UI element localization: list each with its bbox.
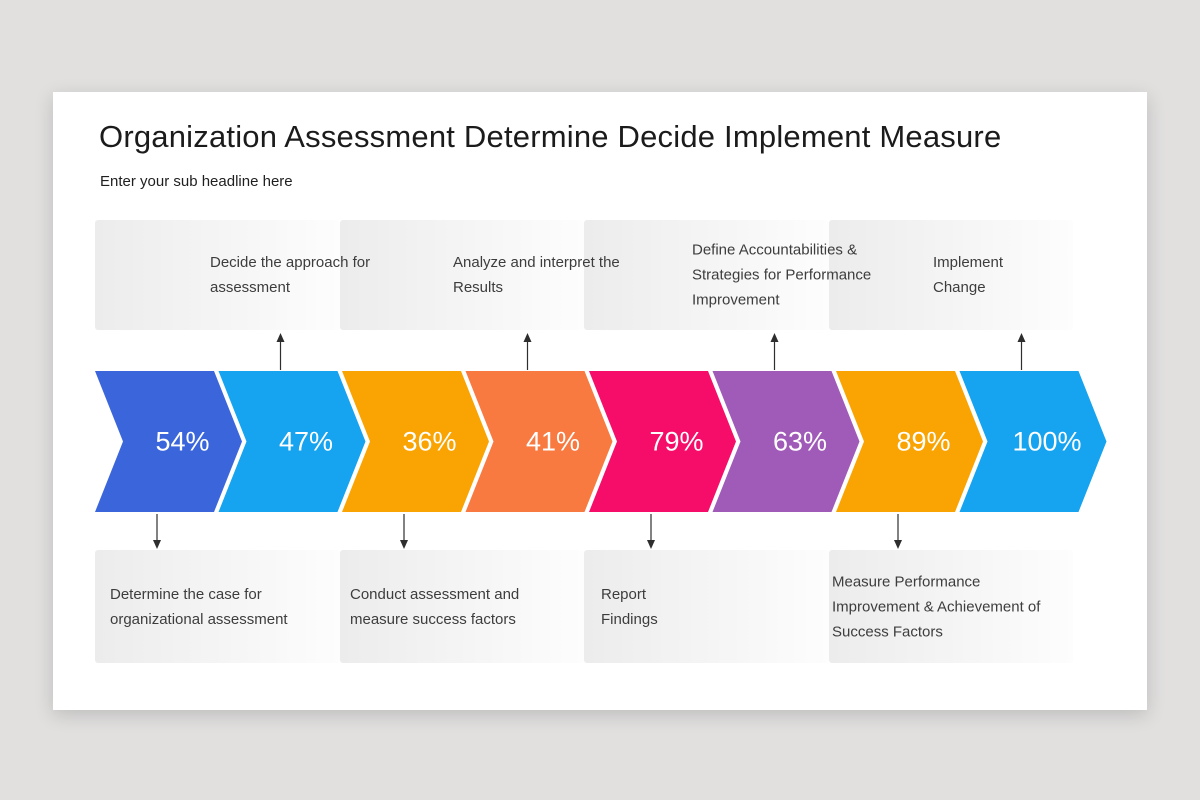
bottom-note-line: measure success factors: [350, 610, 516, 628]
bottom-notes-layer: Determine the case for organizational ass…: [95, 550, 1073, 663]
bottom-note-line: Report: [601, 585, 647, 603]
chevron-percent-label: 47%: [279, 427, 333, 457]
chevron-percent-label: 79%: [649, 427, 703, 457]
connector-arrow-down-head: [153, 540, 161, 549]
top-note-line: Strategies for Performance: [692, 266, 872, 284]
bottom-note-line: Conduct assessment and: [350, 585, 520, 603]
bottom-note-line: Measure Performance: [832, 573, 981, 590]
top-note-4: Implement Change: [933, 250, 1003, 300]
top-note-2: Analyze and interpret the Results: [453, 250, 620, 300]
chevron-percent-label: 54%: [155, 427, 209, 457]
slide-card: Organization Assessment Determine Decide…: [53, 92, 1147, 710]
connector-arrow-up-head: [770, 333, 779, 342]
chevron-step-7: [836, 371, 983, 512]
connector-arrow-up-head: [276, 333, 285, 342]
bottom-note-line: organizational assessment: [110, 610, 288, 628]
bottom-note-4: Measure Performance Improvement & Achieve…: [832, 569, 1040, 644]
chevron-percent-label: 100%: [1012, 427, 1081, 457]
top-note-line: assessment: [210, 279, 291, 296]
chevron-percent-label: 41%: [526, 427, 580, 457]
top-note-line: Analyze and interpret the: [453, 254, 620, 271]
bottom-note-2: Conduct assessment and measure success fa…: [350, 582, 519, 632]
process-chevron-diagram: 54% 47% 36% 41% 79% 63% 89% 100%: [95, 333, 1107, 549]
top-note-box: [339, 220, 584, 330]
bottom-note-box: [828, 550, 1073, 663]
bottom-notes-band: [95, 550, 1073, 663]
bottom-note-line: Improvement & Achievement of: [832, 598, 1041, 615]
bottom-note-box: [339, 550, 584, 663]
top-note-line: Change: [933, 279, 986, 296]
top-note-box: [828, 220, 1073, 330]
bottom-note-box: [584, 550, 829, 663]
connector-arrow-up-head: [1017, 333, 1026, 342]
slide-title: Organization Assessment Determine Decide…: [99, 119, 1002, 154]
bottom-note-1: Determine the case for organizational ass…: [110, 582, 288, 632]
bottom-note-line: Determine the case for: [110, 585, 262, 603]
slide-subtitle: Enter your sub headline here: [100, 173, 293, 190]
top-notes-band: [95, 220, 1073, 330]
top-note-line: Results: [453, 279, 504, 296]
top-note-1: Decide the approach for assessment: [210, 250, 370, 300]
chevron-step-5: [589, 371, 736, 512]
chevron-step-6: [712, 371, 860, 512]
chevron-step-8: [959, 371, 1107, 512]
top-note-box: [584, 220, 829, 330]
bottom-note-box: [95, 550, 340, 663]
connector-arrow-down-head: [894, 540, 902, 549]
chevron-percent-label: 89%: [896, 427, 950, 457]
top-note-3: Define Accountabilities & Strategies for …: [692, 238, 871, 313]
top-note-line: Define Accountabilities &: [692, 241, 858, 259]
top-notes-layer: Decide the approach for assessment Analyze…: [95, 220, 1073, 330]
chevron-step-1: [95, 371, 242, 512]
bottom-note-line: Findings: [601, 610, 658, 628]
connector-arrow-down-head: [647, 540, 655, 549]
top-note-line: Implement: [933, 254, 1004, 271]
top-note-line: Decide the approach for: [210, 254, 371, 271]
top-note-line: Improvement: [692, 291, 780, 309]
chevron-percent-label: 63%: [773, 427, 827, 457]
chevron-step-3: [342, 371, 489, 512]
chevron-step-4: [465, 371, 613, 512]
chevron-step-2: [218, 371, 366, 512]
chevron-percent-label: 36%: [402, 427, 456, 457]
connector-arrow-up-head: [523, 333, 532, 342]
top-note-box: [95, 220, 340, 330]
connector-arrow-down-head: [400, 540, 408, 549]
bottom-note-3: Report Findings: [601, 582, 658, 632]
bottom-note-line: Success Factors: [832, 623, 943, 640]
